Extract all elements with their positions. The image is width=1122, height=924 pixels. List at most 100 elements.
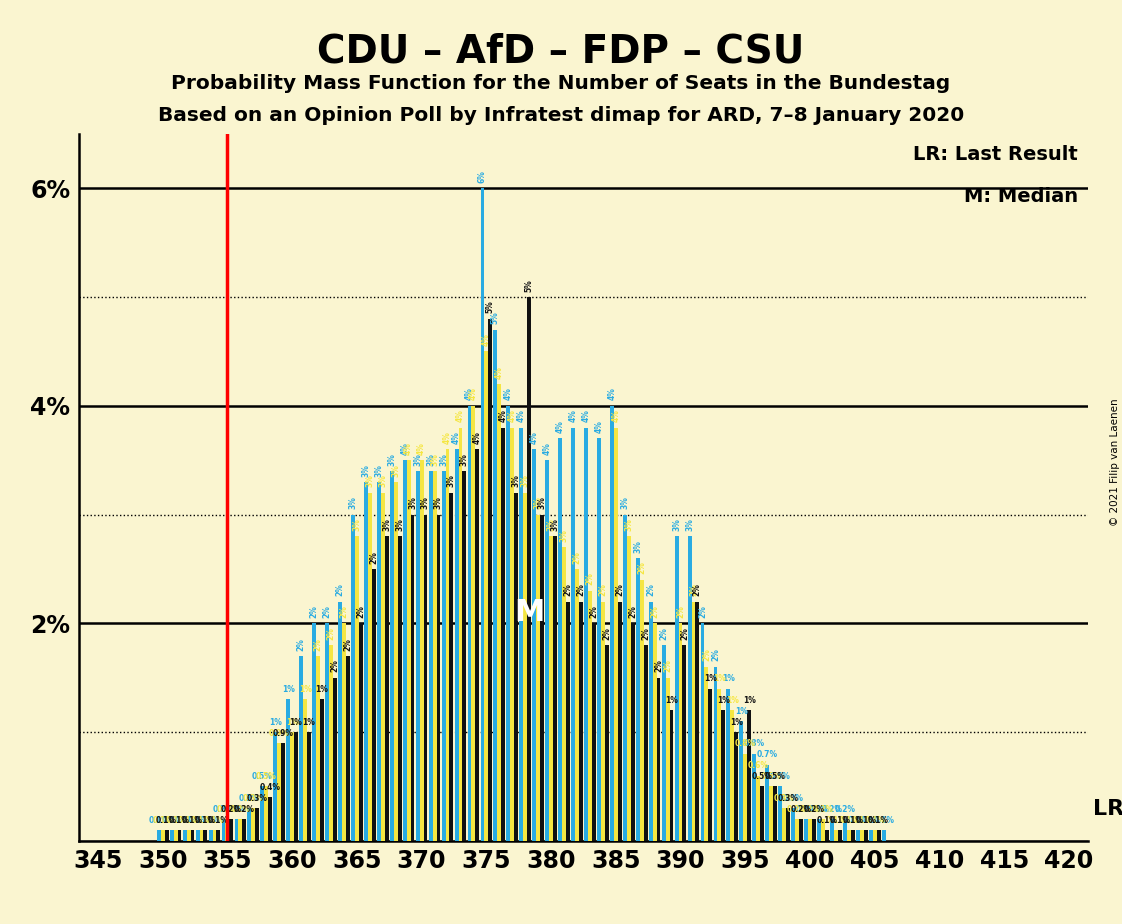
Text: CDU – AfD – FDP – CSU: CDU – AfD – FDP – CSU [318, 32, 804, 70]
Text: 4%: 4% [401, 442, 410, 455]
Bar [876, 830, 881, 841]
Text: 3%: 3% [537, 496, 546, 509]
Bar [325, 624, 329, 841]
Text: 2%: 2% [327, 626, 335, 639]
Text: 3%: 3% [546, 518, 555, 531]
Text: 4%: 4% [417, 442, 426, 455]
Bar [385, 536, 388, 841]
Bar [747, 711, 751, 841]
Bar [436, 515, 441, 841]
Bar [838, 830, 842, 841]
Text: 0.1%: 0.1% [200, 816, 221, 824]
Text: 1%: 1% [729, 718, 743, 726]
Bar [403, 460, 406, 841]
Text: 2%: 2% [689, 583, 698, 596]
Bar [411, 515, 414, 841]
Text: 2%: 2% [663, 660, 672, 673]
Bar [674, 536, 679, 841]
Text: 4%: 4% [495, 366, 504, 379]
Text: 2%: 2% [603, 626, 611, 639]
Bar [277, 743, 282, 841]
Bar [592, 624, 596, 841]
Text: 2%: 2% [650, 605, 659, 618]
Bar [497, 384, 502, 841]
Bar [553, 536, 557, 841]
Text: 1%: 1% [269, 718, 282, 726]
Text: 4%: 4% [595, 420, 604, 433]
Text: 1%: 1% [286, 718, 298, 726]
Bar [485, 351, 488, 841]
Bar [640, 580, 644, 841]
Bar [545, 460, 549, 841]
Bar [450, 492, 453, 841]
Text: 4%: 4% [569, 409, 578, 422]
Text: 0.1%: 0.1% [864, 816, 885, 824]
Text: 2%: 2% [641, 626, 650, 639]
Bar [251, 808, 256, 841]
Bar [303, 699, 307, 841]
Bar [558, 439, 562, 841]
Text: 3%: 3% [352, 518, 361, 531]
Text: 4%: 4% [465, 387, 473, 400]
Bar [585, 428, 588, 841]
Bar [734, 732, 738, 841]
Text: 2%: 2% [330, 660, 339, 673]
Bar [565, 602, 570, 841]
Text: 4%: 4% [472, 431, 481, 444]
Text: 3%: 3% [551, 518, 560, 531]
Bar [260, 786, 265, 841]
Bar [688, 536, 691, 841]
Text: 0.4%: 0.4% [259, 783, 280, 792]
Text: 0.1%: 0.1% [855, 816, 876, 824]
Bar [239, 819, 242, 841]
Bar [265, 786, 268, 841]
Text: 0.3%: 0.3% [247, 794, 268, 803]
Text: 2%: 2% [693, 583, 702, 596]
Bar [614, 428, 618, 841]
Bar [394, 482, 397, 841]
Bar [649, 602, 653, 841]
Bar [847, 830, 850, 841]
Text: 0.1%: 0.1% [817, 816, 837, 824]
Bar [346, 656, 350, 841]
Text: 0.2%: 0.2% [221, 805, 242, 814]
Text: 0.1%: 0.1% [191, 816, 212, 824]
Text: 3%: 3% [512, 475, 521, 488]
Bar [424, 515, 427, 841]
Bar [696, 602, 699, 841]
Text: 0.8%: 0.8% [735, 739, 756, 748]
Bar [177, 830, 182, 841]
Bar [320, 699, 324, 841]
Text: 1%: 1% [717, 696, 729, 705]
Text: 4%: 4% [611, 409, 620, 422]
Text: 3%: 3% [426, 453, 435, 466]
Text: 5%: 5% [525, 279, 534, 292]
Text: 0.3%: 0.3% [783, 794, 803, 803]
Text: 0.5%: 0.5% [770, 772, 791, 781]
Text: 1%: 1% [289, 718, 303, 726]
Bar [359, 624, 362, 841]
Bar [571, 428, 574, 841]
Bar [371, 569, 376, 841]
Bar [653, 624, 656, 841]
Bar [174, 830, 177, 841]
Bar [183, 830, 186, 841]
Bar [157, 830, 160, 841]
Bar [256, 808, 259, 841]
Text: 4%: 4% [452, 431, 461, 444]
Text: 0.2%: 0.2% [809, 805, 829, 814]
Bar [200, 830, 203, 841]
Text: 0.2%: 0.2% [787, 805, 808, 814]
Bar [623, 515, 627, 841]
Text: 0.2%: 0.2% [230, 805, 251, 814]
Bar [868, 830, 873, 841]
Text: 4%: 4% [443, 431, 452, 444]
Text: 3%: 3% [620, 496, 629, 509]
Text: 2%: 2% [637, 562, 646, 575]
Bar [459, 428, 462, 841]
Text: 3%: 3% [366, 475, 375, 488]
Text: M: Median: M: Median [964, 187, 1078, 206]
Text: 0.1%: 0.1% [204, 816, 226, 824]
Bar [442, 471, 445, 841]
Text: 0.1%: 0.1% [165, 816, 186, 824]
